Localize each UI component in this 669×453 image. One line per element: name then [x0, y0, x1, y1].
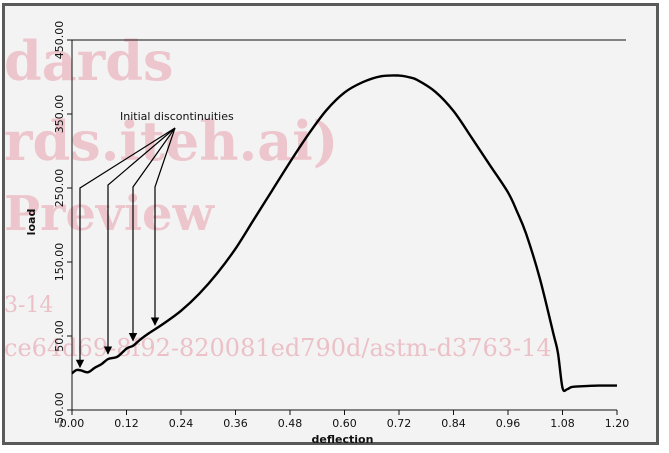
watermark-line-3: Preview — [4, 186, 216, 242]
annotation: Initial discontinuities — [75, 110, 234, 369]
x-axis-title: deflection — [312, 433, 374, 446]
watermark: dards rds.iteh.ai) Preview 3-14 ce64d69-… — [4, 29, 552, 362]
watermark-line-4: 3-14 — [4, 293, 53, 318]
y-tick-label: 450.00 — [53, 21, 66, 60]
x-tick-label: 1.08 — [550, 417, 575, 430]
x-tick-label: 0.72 — [387, 417, 412, 430]
chart-frame — [2, 3, 659, 445]
y-tick-label: 150.00 — [53, 243, 66, 282]
x-tick-label: 0.12 — [114, 417, 139, 430]
x-tick-label: 0.24 — [169, 417, 194, 430]
x-tick-label: 0.60 — [332, 417, 357, 430]
x-tick-label: 0.96 — [496, 417, 521, 430]
annotation-arrow — [150, 127, 176, 326]
y-ticks: -50.00 50.00 150.00 250.00 350.00 450.00 — [53, 21, 72, 428]
y-tick-label: 50.00 — [53, 320, 66, 352]
y-axis-title: load — [25, 209, 38, 236]
x-tick-label: 0.84 — [441, 417, 466, 430]
y-tick-label: -50.00 — [53, 392, 66, 427]
y-tick-label: 250.00 — [53, 169, 66, 208]
annotation-arrow — [75, 127, 176, 369]
x-tick-label: 1.20 — [605, 417, 630, 430]
x-tick-label: 0.00 — [60, 417, 85, 430]
series-line — [71, 74, 618, 393]
x-tick-label: 0.48 — [278, 417, 303, 430]
watermark-line-1: dards — [4, 29, 173, 93]
annotation-arrow — [128, 127, 176, 342]
annotation-label: Initial discontinuities — [120, 110, 234, 123]
annotation-arrow — [103, 127, 176, 355]
y-tick-label: 350.00 — [53, 95, 66, 134]
x-tick-label: 0.36 — [223, 417, 248, 430]
x-ticks: 0.00 0.12 0.24 0.36 0.48 0.60 0.72 0.84 0.96 1.08… — [60, 410, 630, 430]
watermark-line-5: ce64d69-8f92-820081ed790d/astm-d3763-14 — [4, 334, 552, 362]
